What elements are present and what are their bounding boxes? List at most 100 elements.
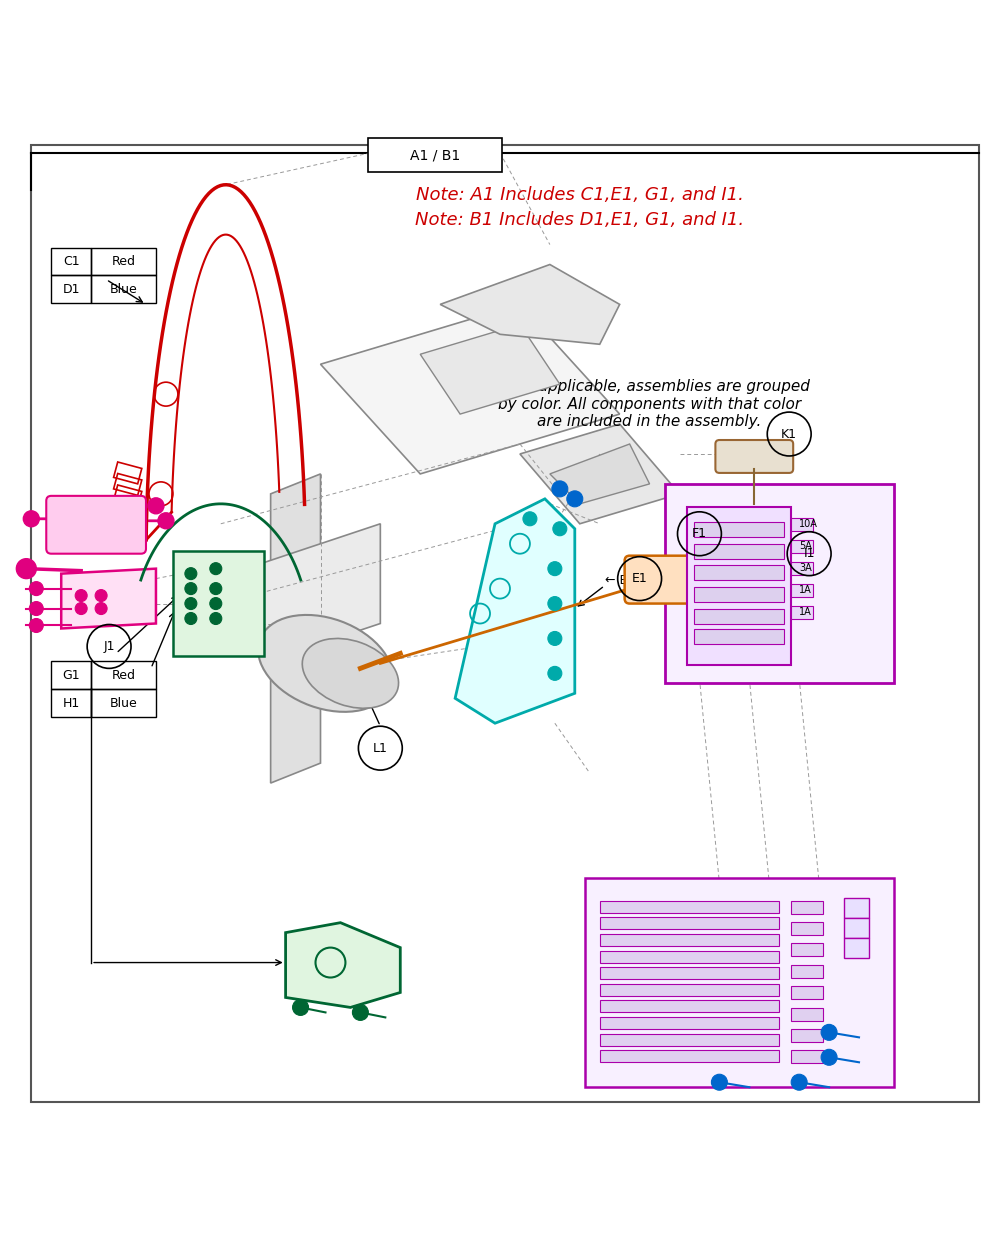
Bar bbox=[791, 518, 813, 531]
Text: K1: K1 bbox=[781, 428, 797, 440]
Circle shape bbox=[821, 1049, 837, 1065]
Circle shape bbox=[210, 562, 222, 575]
Circle shape bbox=[29, 581, 43, 596]
Text: H1: H1 bbox=[63, 697, 80, 710]
FancyBboxPatch shape bbox=[687, 506, 791, 666]
Bar bbox=[600, 968, 779, 979]
Bar bbox=[91, 248, 156, 276]
Bar bbox=[91, 661, 156, 690]
Text: When applicable, assemblies are grouped
by color. All components with that color: When applicable, assemblies are grouped … bbox=[490, 379, 810, 429]
Polygon shape bbox=[320, 304, 620, 474]
Circle shape bbox=[210, 597, 222, 610]
Circle shape bbox=[95, 590, 107, 601]
Bar bbox=[791, 944, 823, 956]
Text: Blue: Blue bbox=[110, 697, 137, 710]
Circle shape bbox=[210, 582, 222, 595]
Bar bbox=[791, 986, 823, 999]
Circle shape bbox=[293, 999, 309, 1015]
FancyBboxPatch shape bbox=[173, 551, 264, 656]
Bar bbox=[600, 900, 779, 913]
Bar bbox=[694, 630, 784, 645]
FancyBboxPatch shape bbox=[665, 484, 894, 683]
Text: Red: Red bbox=[112, 668, 136, 682]
Text: A1 / B1: A1 / B1 bbox=[410, 148, 460, 162]
Bar bbox=[694, 521, 784, 536]
Bar bbox=[600, 934, 779, 946]
Polygon shape bbox=[520, 424, 680, 524]
Text: D1: D1 bbox=[62, 283, 80, 296]
Text: C1: C1 bbox=[63, 254, 80, 268]
Text: Note: A1 Includes C1,E1, G1, and I1.: Note: A1 Includes C1,E1, G1, and I1. bbox=[416, 186, 744, 203]
Bar bbox=[791, 1050, 823, 1064]
Circle shape bbox=[548, 666, 562, 681]
Circle shape bbox=[148, 498, 164, 514]
Text: G1: G1 bbox=[62, 668, 80, 682]
Bar bbox=[600, 1000, 779, 1013]
Circle shape bbox=[158, 513, 174, 529]
Circle shape bbox=[29, 601, 43, 616]
Bar bbox=[791, 1029, 823, 1042]
Bar bbox=[791, 561, 813, 575]
Circle shape bbox=[95, 602, 107, 615]
Circle shape bbox=[821, 1024, 837, 1040]
Bar bbox=[694, 565, 784, 580]
Circle shape bbox=[548, 561, 562, 576]
Bar bbox=[114, 485, 142, 506]
Text: F1: F1 bbox=[692, 527, 707, 540]
Circle shape bbox=[791, 1074, 807, 1090]
Circle shape bbox=[16, 559, 36, 579]
Bar bbox=[694, 544, 784, 559]
Text: 1A: 1A bbox=[799, 606, 812, 616]
Bar bbox=[91, 690, 156, 717]
Circle shape bbox=[23, 511, 39, 526]
Circle shape bbox=[523, 511, 537, 526]
Polygon shape bbox=[261, 524, 380, 663]
Circle shape bbox=[553, 521, 567, 536]
FancyBboxPatch shape bbox=[368, 138, 502, 172]
Bar bbox=[114, 474, 142, 495]
Circle shape bbox=[548, 631, 562, 646]
Bar bbox=[51, 276, 91, 303]
Circle shape bbox=[352, 1004, 368, 1020]
Bar bbox=[91, 276, 156, 303]
Polygon shape bbox=[420, 324, 560, 414]
Circle shape bbox=[185, 582, 197, 595]
Polygon shape bbox=[455, 499, 575, 723]
Bar bbox=[51, 248, 91, 276]
Polygon shape bbox=[61, 569, 156, 628]
Bar bbox=[51, 661, 91, 690]
Text: E1: E1 bbox=[632, 572, 647, 585]
Text: Note: B1 Includes D1,E1, G1, and I1.: Note: B1 Includes D1,E1, G1, and I1. bbox=[415, 211, 744, 228]
Circle shape bbox=[567, 491, 583, 506]
Circle shape bbox=[711, 1074, 727, 1090]
Text: L1: L1 bbox=[373, 742, 388, 754]
Circle shape bbox=[75, 590, 87, 601]
Bar bbox=[694, 586, 784, 601]
Bar bbox=[600, 984, 779, 996]
Text: 5A: 5A bbox=[799, 541, 812, 551]
Bar bbox=[694, 609, 784, 624]
Polygon shape bbox=[286, 923, 400, 1008]
Text: I1: I1 bbox=[803, 547, 815, 560]
Bar bbox=[791, 900, 823, 914]
Text: 10A: 10A bbox=[799, 519, 818, 529]
Circle shape bbox=[210, 612, 222, 625]
Polygon shape bbox=[440, 264, 620, 344]
Circle shape bbox=[185, 597, 197, 610]
Bar bbox=[791, 584, 813, 596]
Circle shape bbox=[185, 612, 197, 625]
Circle shape bbox=[552, 481, 568, 496]
Bar bbox=[600, 1018, 779, 1029]
FancyBboxPatch shape bbox=[585, 878, 894, 1087]
Bar bbox=[600, 1050, 779, 1062]
Text: Red: Red bbox=[112, 254, 136, 268]
Text: ← E1: ← E1 bbox=[605, 574, 635, 587]
Text: J1: J1 bbox=[103, 640, 115, 653]
Bar bbox=[791, 606, 813, 619]
Bar bbox=[791, 540, 813, 552]
Circle shape bbox=[29, 619, 43, 632]
Bar bbox=[600, 918, 779, 929]
Bar bbox=[844, 938, 869, 958]
Ellipse shape bbox=[302, 638, 399, 708]
Text: Blue: Blue bbox=[110, 283, 137, 296]
